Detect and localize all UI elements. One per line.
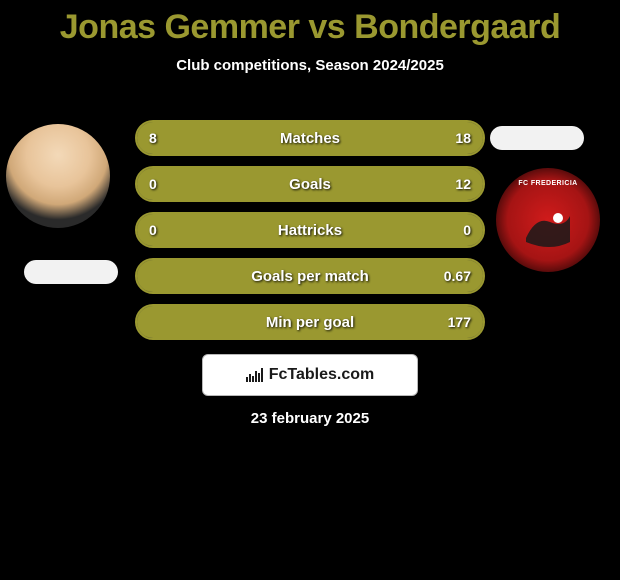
subtitle: Club competitions, Season 2024/2025 (0, 57, 620, 74)
player-right-flag-pill (490, 126, 584, 150)
badge-text: FC FREDERICIA (518, 180, 577, 187)
stat-value-right: 0 (463, 212, 471, 248)
player-left-avatar (6, 124, 110, 228)
stat-value-right: 12 (455, 166, 471, 202)
page-title: Jonas Gemmer vs Bondergaard (0, 0, 620, 47)
comparison-date: 23 february 2025 (0, 410, 620, 427)
logo-text: FcTables.com (269, 366, 375, 384)
stat-row: Goals per match0.67 (135, 258, 485, 294)
stat-value-right: 18 (455, 120, 471, 156)
stat-value-left: 8 (149, 120, 157, 156)
stat-label: Goals per match (135, 258, 485, 294)
fctables-logo[interactable]: FcTables.com (202, 354, 418, 396)
stat-value-right: 177 (448, 304, 471, 340)
stat-value-right: 0.67 (444, 258, 471, 294)
stat-row: Hattricks0 0 (135, 212, 485, 248)
stat-row: Matches8 18 (135, 120, 485, 156)
stat-label: Min per goal (135, 304, 485, 340)
bar-chart-icon (246, 368, 263, 382)
stat-row: Min per goal177 (135, 304, 485, 340)
player-right-club-badge: FC FREDERICIA (496, 168, 600, 272)
player-left-flag-pill (24, 260, 118, 284)
stat-label: Goals (135, 166, 485, 202)
stat-value-left: 0 (149, 166, 157, 202)
stat-label: Matches (135, 120, 485, 156)
stats-comparison: Matches818Goals012Hattricks00Goals per m… (135, 120, 485, 350)
stat-value-left: 0 (149, 212, 157, 248)
stat-row: Goals0 12 (135, 166, 485, 202)
stat-label: Hattricks (135, 212, 485, 248)
